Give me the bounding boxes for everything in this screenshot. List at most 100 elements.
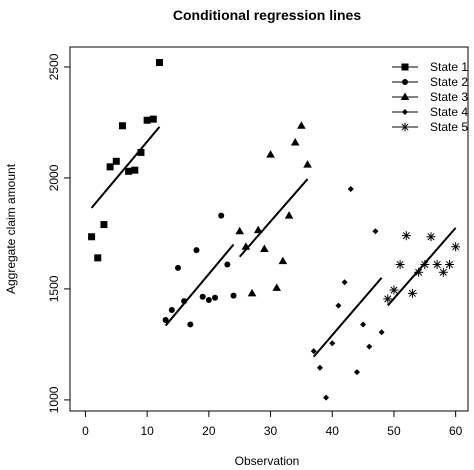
data-point	[187, 321, 194, 328]
data-point	[118, 122, 126, 130]
legend-marker	[400, 122, 410, 132]
legend-item: State 3	[392, 90, 468, 104]
data-point	[199, 293, 206, 300]
data-points	[88, 59, 461, 401]
data-point	[137, 148, 145, 156]
data-point	[253, 225, 263, 234]
legend-label: State 1	[430, 60, 468, 74]
data-point	[372, 228, 379, 235]
plot-area-frame	[69, 46, 469, 412]
x-tick-label: 50	[387, 424, 401, 438]
data-point	[395, 260, 405, 270]
data-point	[112, 157, 120, 165]
data-point	[181, 298, 188, 305]
data-point	[100, 221, 108, 229]
x-tick-label: 0	[82, 424, 89, 438]
data-point	[125, 167, 133, 175]
x-tick-label: 10	[140, 424, 154, 438]
data-point	[106, 163, 114, 171]
data-point	[241, 242, 251, 250]
data-point	[401, 231, 411, 241]
data-point	[316, 364, 323, 371]
data-point	[278, 256, 288, 265]
data-point	[272, 283, 282, 291]
data-point	[149, 115, 157, 123]
legend-marker	[402, 109, 408, 115]
legend-item: State 1	[392, 60, 468, 74]
data-point	[143, 116, 151, 124]
x-tick-label: 40	[326, 424, 340, 438]
data-point	[155, 59, 163, 67]
y-tick-label: 2000	[47, 164, 61, 191]
data-point	[212, 294, 219, 301]
data-point	[378, 329, 385, 336]
x-axis: 0 10 20 30 40 50 60	[82, 411, 463, 438]
data-point	[230, 292, 237, 299]
legend-item: State 2	[392, 75, 468, 89]
data-point	[383, 294, 393, 304]
regression-line	[312, 277, 383, 358]
y-tick-label: 1000	[47, 386, 61, 413]
data-point	[205, 297, 212, 304]
y-tick-label: 1500	[47, 275, 61, 302]
x-axis-title: Observation	[235, 454, 300, 468]
data-point	[162, 317, 169, 323]
data-point	[193, 247, 200, 254]
data-point	[168, 307, 175, 314]
regression-line	[164, 243, 235, 327]
legend-label: State 4	[430, 105, 468, 119]
data-point	[174, 264, 181, 271]
data-point	[260, 244, 269, 252]
data-point	[247, 288, 257, 297]
legend-item: State 4	[392, 105, 468, 119]
legend-item: State 5	[392, 120, 468, 134]
data-point	[444, 260, 454, 270]
data-point	[426, 232, 436, 242]
data-point	[438, 267, 448, 277]
data-point	[88, 233, 96, 241]
x-tick-label: 30	[264, 424, 278, 438]
legend-label: State 5	[430, 120, 468, 134]
data-point	[224, 261, 231, 268]
data-point	[432, 260, 442, 270]
data-point	[94, 254, 102, 262]
data-point	[360, 321, 367, 328]
legend-label: State 3	[430, 90, 468, 104]
data-point	[297, 121, 306, 129]
data-point	[266, 150, 275, 158]
data-point	[284, 211, 294, 219]
data-point	[218, 212, 225, 219]
data-point	[389, 285, 399, 295]
legend-marker	[401, 63, 409, 71]
data-point	[353, 369, 360, 376]
legend-label: State 2	[430, 75, 468, 89]
data-point	[131, 166, 139, 174]
regression-line	[238, 178, 309, 258]
data-point	[329, 340, 336, 347]
data-point	[341, 279, 348, 286]
data-point	[335, 302, 342, 309]
regression-line	[90, 126, 161, 209]
data-point	[414, 267, 424, 277]
data-point	[407, 288, 417, 298]
x-tick-label: 60	[449, 424, 463, 438]
data-point	[235, 226, 244, 235]
legend-marker	[400, 92, 410, 100]
chart-title: Conditional regression lines	[173, 7, 361, 23]
data-point	[347, 186, 354, 193]
y-axis-title: Aggregate claim amount	[4, 163, 18, 294]
data-point	[366, 343, 373, 350]
data-point	[451, 242, 461, 252]
regression-line	[387, 227, 457, 307]
data-point	[420, 260, 430, 270]
legend-marker	[402, 79, 408, 85]
x-tick-label: 20	[202, 424, 216, 438]
data-point	[303, 160, 312, 168]
regression-lines	[90, 126, 457, 358]
data-point	[323, 394, 330, 401]
data-point	[290, 137, 300, 146]
data-point	[310, 348, 317, 355]
y-axis: 1000 1500 2000 2500	[47, 53, 70, 413]
